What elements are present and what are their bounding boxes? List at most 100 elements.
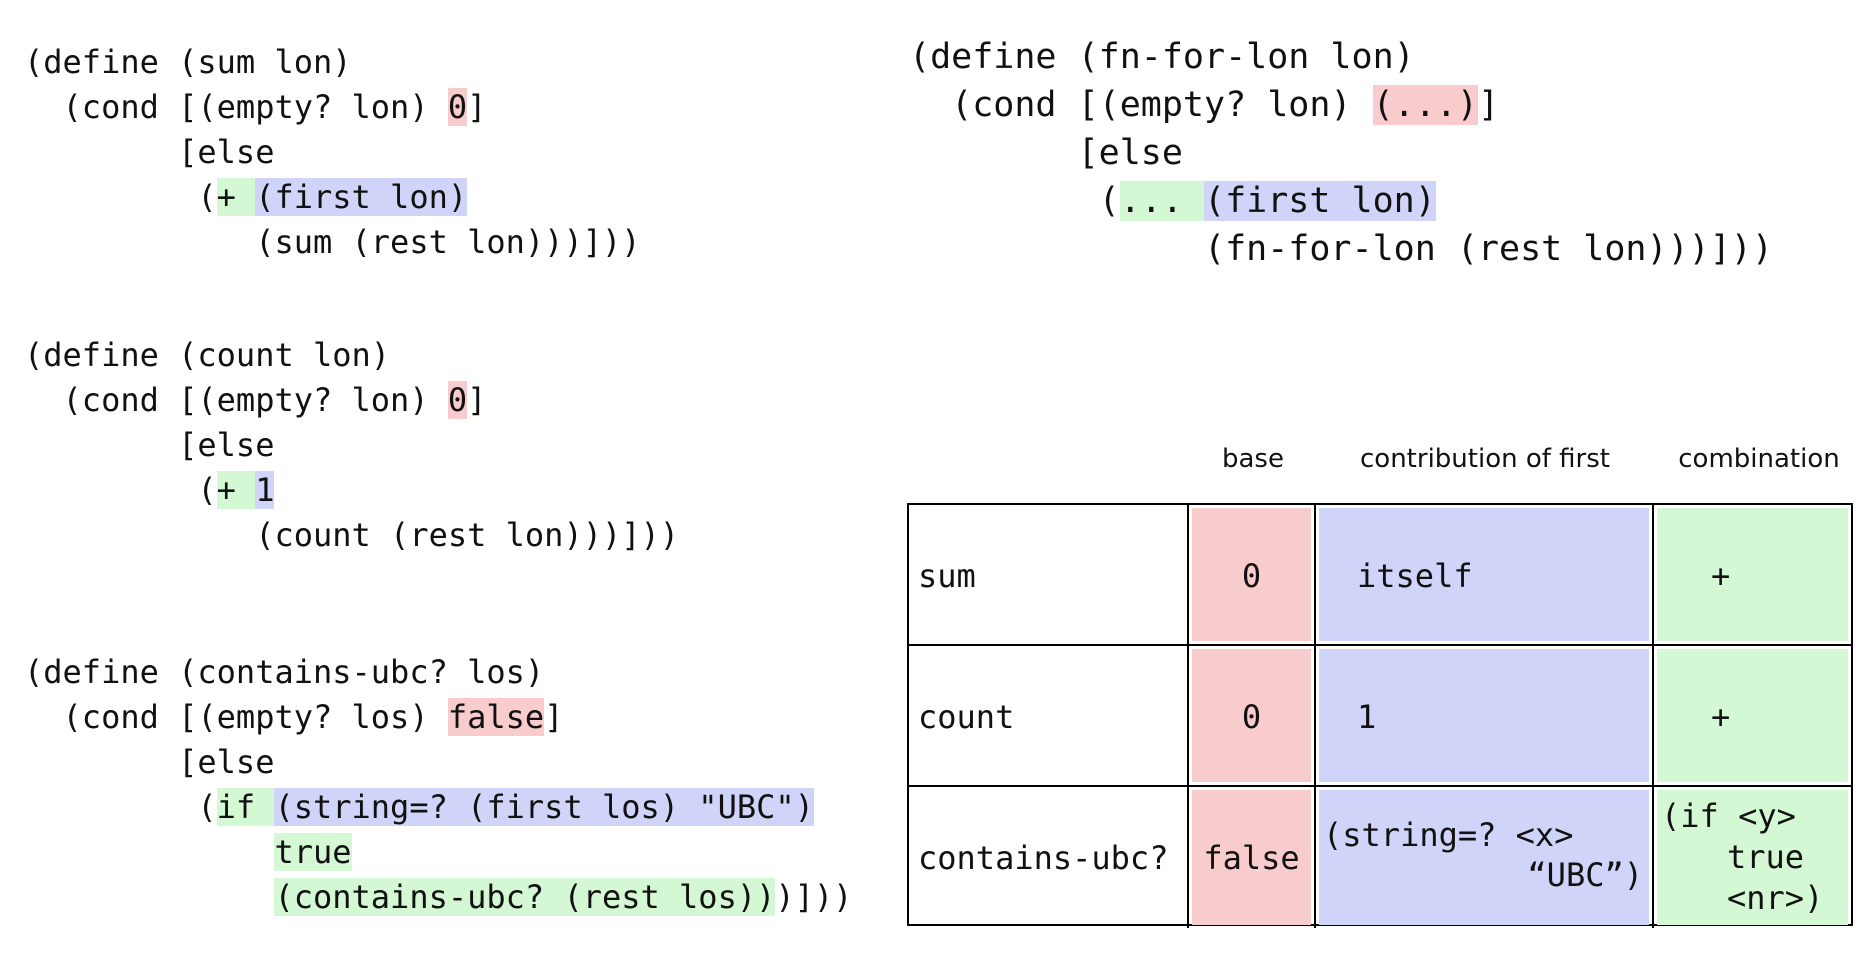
cell-text: sum: [918, 557, 976, 595]
code: (fn-for-lon (rest lon)))])): [1204, 229, 1773, 269]
cell-fill: 0: [1192, 649, 1311, 782]
combination-code: +: [216, 178, 256, 216]
cell-fill: (string=? <x> “UBC”): [1319, 790, 1649, 925]
table-cell: count: [909, 646, 1189, 787]
code-line: [else: [24, 423, 679, 468]
code-line: (define (contains-ubc? los): [24, 650, 852, 695]
code: (cond [(empty? lon): [62, 381, 448, 419]
cell-text: true: [1727, 838, 1805, 876]
table-cell: 1: [1316, 646, 1654, 787]
cell-fill: itself: [1319, 508, 1649, 641]
code-line: (cond [(empty? lon) (...)]: [909, 81, 1773, 129]
contribution-code: 1: [255, 471, 275, 509]
code: ]: [467, 88, 487, 126]
code: (: [1098, 181, 1120, 221]
table-cell: 0: [1189, 646, 1316, 787]
code-line: (count (rest lon)))])): [24, 513, 679, 558]
cell-text: “UBC”): [1527, 856, 1643, 894]
code: [else: [178, 743, 275, 781]
code-line: [else: [24, 130, 641, 175]
cell-text: (if <y>: [1661, 797, 1796, 835]
cell-fill: +: [1657, 508, 1848, 641]
cell-text: <nr>): [1727, 879, 1824, 917]
table-header: base: [1222, 444, 1284, 474]
code: (define (count lon): [24, 336, 391, 374]
cell-fill: +: [1657, 649, 1848, 782]
code-line: true: [24, 830, 852, 875]
code-line: (cond [(empty? lon) 0]: [24, 85, 641, 130]
combination-code: +: [216, 471, 256, 509]
table-cell: +: [1654, 505, 1851, 646]
code: ]: [467, 381, 487, 419]
code: (cond [(empty? lon): [951, 85, 1373, 125]
code-contains-ubc: (define (contains-ubc? los) (cond [(empt…: [24, 650, 852, 920]
cell-text: 0: [1241, 698, 1262, 736]
code-line: (contains-ubc? (rest los)))])): [24, 875, 852, 920]
cell-text: false: [1203, 839, 1300, 877]
code: (: [197, 471, 217, 509]
code-line: (if (string=? (first los) "UBC"): [24, 785, 852, 830]
code-line: (sum (rest lon)))])): [24, 220, 641, 265]
cell-fill: 1: [1319, 649, 1649, 782]
cell-text: count: [918, 698, 1015, 736]
code: [else: [178, 426, 275, 464]
base-code: false: [447, 698, 545, 736]
code-line: (fn-for-lon (rest lon)))])): [909, 225, 1773, 273]
code: (cond [(empty? lon): [62, 88, 448, 126]
cell-text: itself: [1357, 557, 1473, 595]
code: (define (sum lon): [24, 43, 352, 81]
cell-fill: sum: [912, 508, 1184, 641]
base-code: 0: [447, 381, 468, 419]
code: (cond [(empty? los): [62, 698, 448, 736]
code: (: [197, 788, 217, 826]
code: (: [197, 178, 217, 216]
cell-text: +: [1711, 557, 1731, 595]
cell-text: (string=? <x>: [1323, 816, 1574, 854]
combination-code: (contains-ubc? (rest los)): [274, 878, 776, 916]
table-cell: +: [1654, 646, 1851, 787]
code-line: (cond [(empty? los) false]: [24, 695, 852, 740]
cell-fill: contains-ubc?: [912, 790, 1184, 925]
code: [else: [1077, 133, 1183, 173]
cell-fill: count: [912, 649, 1184, 782]
table-cell: false: [1189, 787, 1316, 928]
table-header: contribution of first: [1360, 444, 1610, 474]
code: (define (fn-for-lon lon): [909, 37, 1415, 77]
table-cell: contains-ubc?: [909, 787, 1189, 928]
code: [else: [178, 133, 275, 171]
code-line: (define (sum lon): [24, 40, 641, 85]
combination-code: true: [274, 833, 352, 871]
table-cell: (if <y> true <nr>): [1654, 787, 1851, 928]
code-count: (define (count lon) (cond [(empty? lon) …: [24, 333, 679, 558]
cell-text: 1: [1357, 698, 1377, 736]
code-line: [else: [24, 740, 852, 785]
code: (define (contains-ubc? los): [24, 653, 545, 691]
code: (sum (rest lon)))])): [255, 223, 641, 261]
code-line: (+ (first lon): [24, 175, 641, 220]
base-code: 0: [447, 88, 468, 126]
code: ]: [1477, 85, 1500, 125]
table-cell: (string=? <x> “UBC”): [1316, 787, 1654, 928]
cell-fill: 0: [1192, 508, 1311, 641]
code-line: (+ 1: [24, 468, 679, 513]
code-line: (define (fn-for-lon lon): [909, 33, 1773, 81]
code: )])): [775, 878, 853, 916]
code-template: (define (fn-for-lon lon) (cond [(empty? …: [909, 33, 1773, 273]
combination-code: if: [216, 788, 275, 826]
code-sum: (define (sum lon) (cond [(empty? lon) 0]…: [24, 40, 641, 265]
table-cell: sum: [909, 505, 1189, 646]
contribution-code: (string=? (first los) "UBC"): [274, 788, 814, 826]
base-code: (...): [1372, 85, 1478, 125]
code-line: (define (count lon): [24, 333, 679, 378]
code: ]: [544, 698, 564, 736]
table-cell: 0: [1189, 505, 1316, 646]
cell-fill: false: [1192, 790, 1311, 925]
contribution-code: (first lon): [1204, 181, 1436, 221]
code-line: (... (first lon): [909, 177, 1773, 225]
combination-code: ...: [1119, 181, 1205, 221]
code-line: [else: [909, 129, 1773, 177]
contribution-code: (first lon): [255, 178, 468, 216]
table-cell: itself: [1316, 505, 1654, 646]
table-header: combination: [1678, 444, 1840, 474]
